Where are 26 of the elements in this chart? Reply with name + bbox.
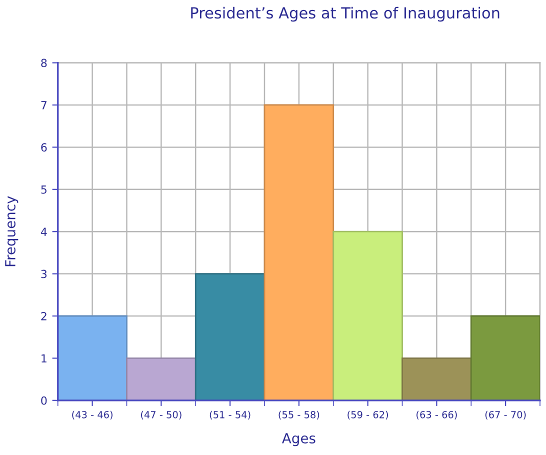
x-axis-title: Ages (282, 433, 316, 446)
x-tick-label: (59 - 62) (348, 410, 388, 420)
x-tick-label: (51 - 54) (210, 410, 250, 420)
y-tick-label: 0 (41, 396, 47, 405)
y-tick-label: 1 (42, 354, 46, 362)
x-tick-label: (43 - 46) (72, 410, 112, 420)
y-tick-label: 6 (41, 143, 47, 152)
y-tick-label: 2 (41, 312, 46, 320)
x-tick-label: (55 - 58) (278, 410, 320, 420)
y-tick-label: 3 (41, 270, 47, 278)
bar (470, 315, 540, 400)
y-tick-label: 4 (40, 228, 47, 236)
x-tick-label: (63 - 66) (416, 410, 457, 420)
y-tick-label: 7 (41, 101, 47, 110)
y-tick-label: 5 (41, 186, 46, 194)
bar (58, 315, 128, 400)
x-tick-label: (47 - 50) (141, 410, 182, 420)
bar (194, 273, 266, 400)
bar (126, 358, 196, 400)
bar (264, 104, 334, 400)
bar (332, 230, 403, 400)
y-axis-title: Frequency (5, 196, 18, 266)
chart-title: President’s Ages at Time of Inauguration (191, 6, 500, 22)
bar (402, 358, 472, 400)
y-tick-label: 8 (41, 58, 47, 68)
x-tick-label: (67 - 70) (485, 410, 526, 420)
